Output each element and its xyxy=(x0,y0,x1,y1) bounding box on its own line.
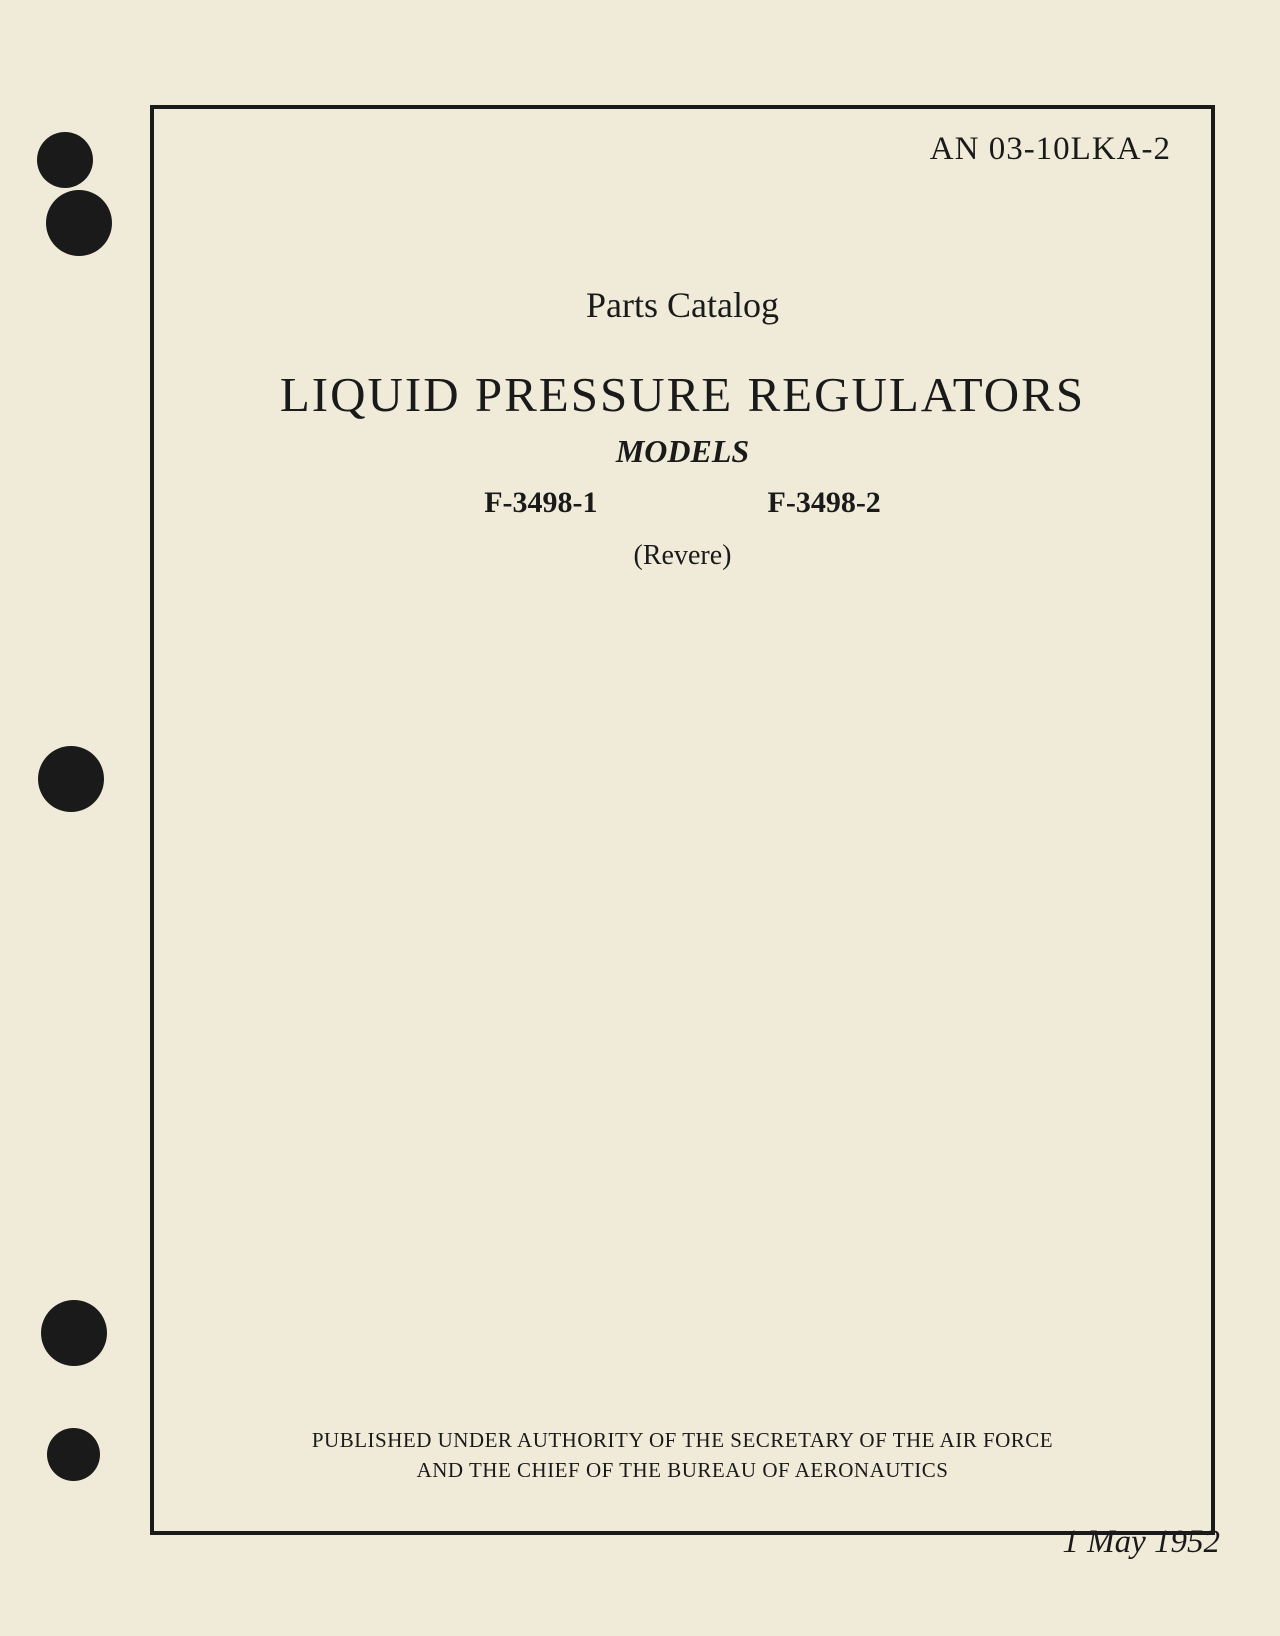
model-number-2: F-3498-2 xyxy=(768,486,881,520)
manufacturer-name: (Revere) xyxy=(194,540,1171,572)
punch-hole-icon xyxy=(38,746,104,812)
document-code: AN 03-10LKA-2 xyxy=(930,131,1171,168)
authority-line-2: AND THE CHIEF OF THE BUREAU OF AERONAUTI… xyxy=(154,1456,1211,1485)
punch-hole-icon xyxy=(47,1428,100,1481)
document-main-title: LIQUID PRESSURE REGULATORS xyxy=(194,366,1171,423)
models-label: MODELS xyxy=(194,433,1171,470)
header-section: Parts Catalog LIQUID PRESSURE REGULATORS… xyxy=(194,284,1171,572)
document-subtitle: Parts Catalog xyxy=(194,284,1171,326)
model-number-1: F-3498-1 xyxy=(484,486,597,520)
punch-hole-icon xyxy=(37,132,93,188)
document-border: AN 03-10LKA-2 Parts Catalog LIQUID PRESS… xyxy=(150,105,1215,1535)
publication-date: 1 May 1952 xyxy=(1062,1524,1220,1561)
document-page: AN 03-10LKA-2 Parts Catalog LIQUID PRESS… xyxy=(0,0,1280,1636)
punch-hole-icon xyxy=(46,190,112,256)
punch-hole-icon xyxy=(41,1300,107,1366)
authority-line-1: PUBLISHED UNDER AUTHORITY OF THE SECRETA… xyxy=(154,1426,1211,1455)
model-numbers: F-3498-1 F-3498-2 xyxy=(194,486,1171,520)
authority-text: PUBLISHED UNDER AUTHORITY OF THE SECRETA… xyxy=(154,1426,1211,1485)
